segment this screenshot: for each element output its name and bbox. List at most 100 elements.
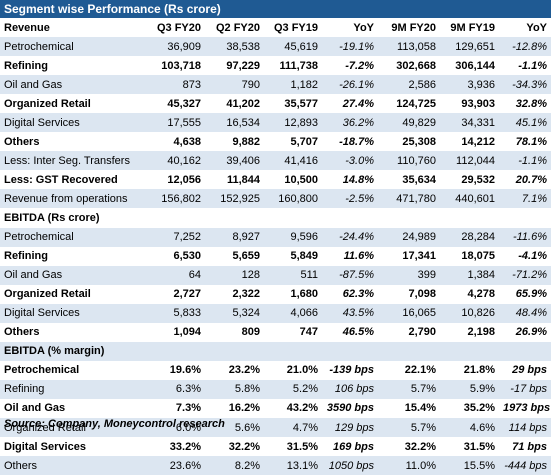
table-row: Petrochemical 19.6% 23.2% 21.0% -139 bps 22.1…: [0, 360, 551, 380]
table-row: Organized Retail 45,327 41,202 35,577 27.4% 1…: [0, 94, 551, 114]
cell-fy20_9m: 2,586: [378, 75, 440, 95]
table-row: Others 4,638 9,882 5,707 -18.7% 25,308 14,212 7…: [0, 132, 551, 152]
cell-yoy9m: -34.3%: [499, 75, 551, 95]
cell-q3fy19: 4,066: [264, 303, 322, 323]
cell-q3fy19: 1,182: [264, 75, 322, 95]
cell-label: Others: [0, 132, 146, 152]
cell-yoy: -3.0%: [322, 151, 378, 171]
cell-fy19_9m: 306,144: [440, 56, 499, 76]
cell-q2fy20: 2,322: [205, 284, 264, 304]
cell-yoy: -2.5%: [322, 189, 378, 209]
cell-q3fy20: 156,802: [146, 189, 205, 209]
cell-label: Revenue from operations: [0, 189, 146, 209]
cell-label: Oil and Gas: [0, 75, 146, 95]
cell-fy20_9m: 124,725: [378, 94, 440, 114]
cell-yoy: [322, 341, 378, 361]
cell-q3fy19: 9,596: [264, 227, 322, 247]
cell-label: Others: [0, 456, 146, 475]
cell-label: Less: GST Recovered: [0, 170, 146, 190]
cell-fy20_9m: 5.7%: [378, 417, 440, 438]
cell-q3fy20: 23.6%: [146, 456, 205, 475]
cell-fy19_9m: 112,044: [440, 151, 499, 171]
cell-label: Digital Services: [0, 303, 146, 323]
cell-q2fy20: 152,925: [205, 189, 264, 209]
cell-fy20_9m: [378, 208, 440, 228]
cell-q2fy20: 9,882: [205, 132, 264, 152]
cell-fy20_9m: 35,634: [378, 170, 440, 190]
cell-label: Organized Retail: [0, 284, 146, 304]
cell-label: Revenue: [0, 18, 146, 38]
cell-yoy: -87.5%: [322, 265, 378, 285]
cell-fy20_9m: 22.1%: [378, 360, 440, 380]
cell-yoy: 62.3%: [322, 284, 378, 304]
cell-fy19_9m: 2,198: [440, 322, 499, 342]
cell-yoy9m: 78.1%: [499, 132, 551, 152]
cell-label: Digital Services: [0, 437, 146, 457]
cell-label: Refining: [0, 379, 146, 399]
cell-fy19_9m: 15.5%: [440, 456, 499, 475]
cell-yoy9m: -71.2%: [499, 265, 551, 285]
cell-q2fy20: [205, 208, 264, 228]
cell-fy19_9m: 5.9%: [440, 379, 499, 399]
cell-yoy9m: 29 bps: [499, 360, 551, 380]
cell-yoy9m: -444 bps: [499, 456, 551, 475]
cell-q3fy19: 5.2%: [264, 379, 322, 399]
cell-q3fy19: 35,577: [264, 94, 322, 114]
cell-label: Digital Services: [0, 113, 146, 133]
cell-q2fy20: 39,406: [205, 151, 264, 171]
cell-yoy: -139 bps: [322, 360, 378, 380]
cell-fy20_9m: 25,308: [378, 132, 440, 152]
cell-q2fy20: 809: [205, 322, 264, 342]
table-row: Organized Retail 2,727 2,322 1,680 62.3% 7,09…: [0, 284, 551, 304]
cell-yoy9m: 45.1%: [499, 113, 551, 133]
cell-q3fy19: 12,893: [264, 113, 322, 133]
cell-yoy: 1050 bps: [322, 456, 378, 475]
cell-q3fy20: 6.0%: [146, 417, 205, 438]
cell-q3fy19: 511: [264, 265, 322, 285]
cell-fy19_9m: 1,384: [440, 265, 499, 285]
table-row: Oil and Gas 7.3% 16.2% 43.2% 3590 bps 15.4% 35…: [0, 398, 551, 418]
cell-yoy9m: -12.8%: [499, 37, 551, 57]
cell-yoy9m: -1.1%: [499, 56, 551, 76]
cell-fy20_9m: 16,065: [378, 303, 440, 323]
table-row: Others 23.6% 8.2% 13.1% 1050 bps 11.0% 15.5% -4…: [0, 456, 551, 475]
cell-yoy9m: 114 bps: [499, 417, 551, 438]
cell-q3fy19: 111,738: [264, 56, 322, 76]
segment-table: Revenue Q3 FY20 Q2 FY20 Q3 FY19 YoY 9M FY20 9M…: [0, 18, 551, 475]
cell-q3fy20: 45,327: [146, 94, 205, 114]
cell-label: Petrochemical: [0, 227, 146, 247]
cell-fy20_9m: 7,098: [378, 284, 440, 304]
cell-yoy: -26.1%: [322, 75, 378, 95]
cell-fy20_9m: 5.7%: [378, 379, 440, 399]
cell-fy20_9m: 24,989: [378, 227, 440, 247]
cell-q3fy19: 160,800: [264, 189, 322, 209]
cell-q3fy19: 4.7%: [264, 417, 322, 438]
cell-q2fy20: 16.2%: [205, 398, 264, 418]
cell-yoy: 169 bps: [322, 437, 378, 457]
table-row: Refining 6,530 5,659 5,849 11.6% 17,341 18,075…: [0, 246, 551, 266]
table-body: Revenue Q3 FY20 Q2 FY20 Q3 FY19 YoY 9M FY20 9M…: [0, 18, 551, 475]
cell-q3fy19: 747: [264, 322, 322, 342]
cell-fy19_9m: 28,284: [440, 227, 499, 247]
cell-yoy9m: 1973 bps: [499, 398, 551, 418]
table-row: Refining 6.3% 5.8% 5.2% 106 bps 5.7% 5.9% -17 b…: [0, 379, 551, 399]
cell-fy20_9m: 471,780: [378, 189, 440, 209]
cell-fy20_9m: 113,058: [378, 37, 440, 57]
cell-yoy: -24.4%: [322, 227, 378, 247]
cell-q3fy19: 1,680: [264, 284, 322, 304]
cell-q3fy20: 12,056: [146, 170, 205, 190]
cell-q3fy20: 873: [146, 75, 205, 95]
cell-yoy9m: -1.1%: [499, 151, 551, 171]
cell-q2fy20: 8,927: [205, 227, 264, 247]
cell-q3fy19: 45,619: [264, 37, 322, 57]
cell-q3fy20: 40,162: [146, 151, 205, 171]
cell-q3fy20: 19.6%: [146, 360, 205, 380]
cell-q3fy20: [146, 208, 205, 228]
cell-yoy9m: YoY: [499, 18, 551, 38]
cell-q2fy20: Q2 FY20: [205, 18, 264, 38]
cell-yoy: -7.2%: [322, 56, 378, 76]
cell-fy19_9m: 21.8%: [440, 360, 499, 380]
table-row: Revenue from operations 156,802 152,925 160…: [0, 189, 551, 209]
cell-yoy: YoY: [322, 18, 378, 38]
